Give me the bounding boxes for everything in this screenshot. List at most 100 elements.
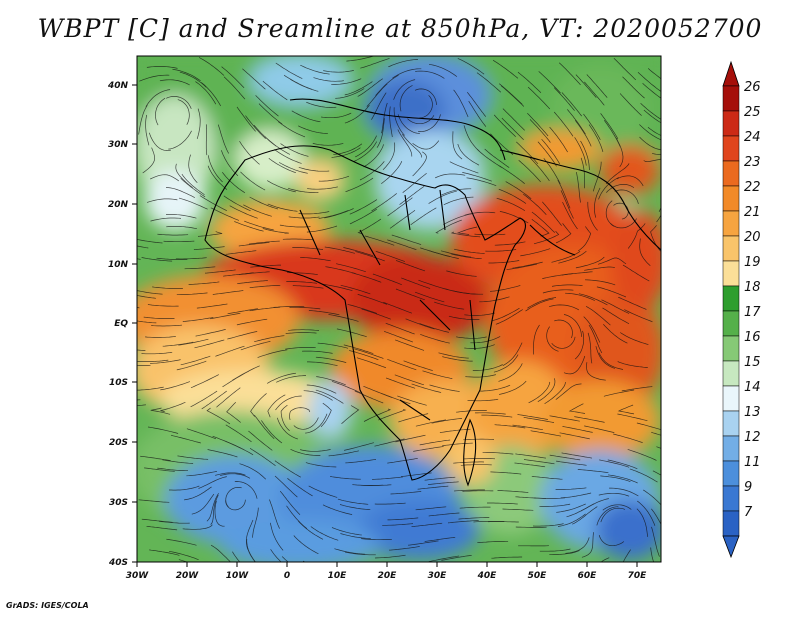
streamline	[355, 251, 385, 262]
streamline	[603, 389, 635, 397]
streamline	[561, 92, 582, 117]
streamline	[150, 217, 182, 222]
streamline	[637, 72, 661, 92]
streamline	[414, 88, 437, 105]
streamline	[613, 57, 637, 81]
streamline	[587, 332, 593, 364]
streamline	[428, 250, 459, 259]
streamline	[650, 547, 655, 562]
streamline	[137, 245, 149, 249]
streamline	[647, 127, 661, 136]
streamline	[160, 381, 191, 391]
streamline	[452, 290, 484, 295]
streamline	[357, 218, 382, 235]
streamline	[424, 536, 456, 542]
streamline	[399, 85, 413, 112]
colorbar-label: 9	[744, 480, 752, 495]
streamline	[146, 198, 178, 203]
streamline	[532, 523, 564, 527]
streamline	[372, 476, 403, 480]
streamline	[175, 257, 207, 260]
streamline	[453, 89, 469, 118]
streamline	[315, 389, 344, 404]
streamline	[267, 203, 298, 212]
streamline	[424, 476, 456, 481]
streamline	[475, 412, 506, 415]
streamline	[523, 193, 547, 215]
streamline	[575, 256, 605, 269]
streamline	[195, 329, 226, 337]
streamline	[137, 294, 156, 299]
streamline	[156, 257, 188, 260]
streamline	[558, 250, 587, 264]
streamline	[343, 344, 374, 354]
streamline	[254, 414, 275, 439]
streamline	[267, 394, 286, 418]
streamline	[298, 125, 328, 134]
streamline	[616, 175, 644, 187]
streamline	[374, 502, 406, 505]
streamline	[387, 359, 417, 371]
streamline	[598, 177, 620, 200]
streamline	[232, 365, 260, 381]
colorbar-label: 22	[744, 180, 761, 195]
streamline	[180, 177, 206, 198]
streamline	[137, 364, 151, 366]
streamline	[274, 149, 302, 164]
streamline	[243, 204, 272, 217]
streamline	[627, 223, 646, 249]
streamline	[269, 522, 284, 551]
streamline	[196, 108, 201, 139]
streamline	[491, 556, 523, 559]
streamline	[150, 407, 171, 415]
streamline	[146, 66, 178, 69]
streamline	[442, 356, 473, 362]
streamline	[176, 292, 208, 296]
colorbar-label: 20	[744, 230, 761, 245]
streamline	[481, 414, 513, 418]
colorbar-label: 7	[744, 505, 753, 520]
streamline	[574, 137, 587, 166]
streamline	[317, 342, 349, 349]
streamline	[236, 106, 256, 132]
streamline	[602, 504, 632, 511]
streamline	[499, 380, 527, 395]
streamline	[495, 309, 523, 325]
streamline	[619, 93, 642, 116]
streamline	[502, 508, 534, 511]
streamline	[163, 240, 195, 243]
streamline	[137, 349, 146, 351]
streamline	[387, 458, 418, 464]
streamline	[531, 475, 563, 480]
streamline	[344, 81, 373, 96]
streamline	[324, 246, 355, 254]
streamline	[542, 201, 562, 226]
streamline	[292, 285, 324, 289]
streamline	[652, 470, 661, 476]
colorbar-bottom-arrow	[722, 535, 740, 559]
streamline	[651, 508, 661, 525]
streamline	[157, 233, 189, 236]
colorbar-label: 24	[744, 130, 761, 145]
streamline	[568, 403, 586, 414]
streamline	[205, 124, 208, 156]
streamline	[660, 418, 661, 420]
streamline	[226, 401, 241, 423]
lon-label: 0	[284, 571, 290, 581]
streamline	[490, 285, 521, 292]
colorbar-segment	[722, 235, 740, 262]
streamline	[389, 106, 393, 138]
streamline	[328, 450, 359, 457]
streamline	[580, 157, 585, 189]
streamline	[147, 426, 179, 434]
streamline	[375, 250, 406, 262]
streamline	[330, 476, 361, 480]
streamline	[221, 66, 245, 89]
streamline	[336, 263, 366, 273]
streamline	[476, 149, 503, 168]
streamline	[387, 197, 413, 217]
streamline	[345, 177, 374, 193]
streamline	[415, 506, 447, 511]
streamline	[236, 318, 268, 326]
streamline	[158, 520, 190, 524]
